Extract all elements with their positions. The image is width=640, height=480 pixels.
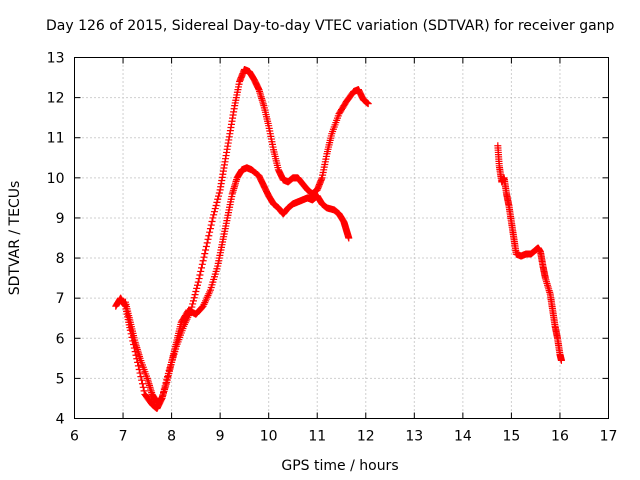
y-tick-label: 7 [56,291,65,307]
x-tick-label: 16 [551,429,569,445]
y-tick-label: 13 [47,51,65,67]
data-point-marker [193,281,201,289]
data-point-marker [210,208,218,216]
data-point-marker [205,232,213,240]
data-point-marker [136,369,144,377]
x-tick-label: 6 [70,429,79,445]
data-point-marker [206,228,214,236]
data-point-marker [557,356,565,364]
data-point-marker [198,264,206,272]
data-point-marker [197,267,205,275]
data-point-marker [202,246,210,254]
data-point-marker [207,221,215,229]
data-point-marker [192,287,200,295]
x-tick-label: 7 [119,429,128,445]
y-tick-label: 10 [47,171,65,187]
data-point-marker [139,383,147,391]
x-tick-label: 8 [167,429,176,445]
data-point-marker [140,387,148,395]
data-point-marker [191,291,199,299]
data-point-marker [206,225,214,233]
data-point-marker [212,201,220,209]
data-points [112,66,565,412]
y-tick-label: 6 [56,331,65,347]
y-tick-label: 9 [56,211,65,227]
data-point-marker [201,250,209,258]
data-point-marker [138,376,146,384]
x-tick-label: 10 [260,429,278,445]
data-point-marker [134,362,142,370]
data-point-marker [189,297,197,305]
data-point-marker [213,198,221,206]
data-point-marker [209,214,217,222]
data-point-marker [190,294,198,302]
data-point-marker [215,192,223,200]
data-point-marker [215,189,223,197]
x-tick-label: 14 [454,429,472,445]
data-point-marker [211,205,219,213]
data-point-marker [364,100,372,108]
data-point-marker [199,257,207,265]
data-point-marker [196,271,204,279]
x-tick-label: 13 [405,429,423,445]
x-axis-label: GPS time / hours [281,458,398,474]
series-track-late [494,142,565,364]
x-tick-label: 12 [357,429,375,445]
y-tick-label: 12 [47,91,65,107]
data-point-marker [204,235,212,243]
data-point-marker [208,218,216,226]
data-point-marker [210,211,218,219]
x-tick-label: 9 [216,429,225,445]
y-tick-label: 4 [56,412,65,428]
tick-labels: 6 7 8 9 10 11 12 13 14 15 16 17 4 5 6 7 8 9 10 11 12 13 [47,51,618,445]
data-point-marker [202,242,210,250]
data-point-marker [198,260,206,268]
data-point-marker [189,300,197,308]
chart-title: Day 126 of 2015, Sidereal Day-to-day VTE… [46,18,615,34]
series-track-lower [121,164,353,406]
data-point-marker [214,195,222,203]
x-tick-label: 15 [502,429,520,445]
data-point-marker [345,234,353,242]
series-track-upper [112,66,372,412]
data-point-marker [203,239,211,247]
data-point-marker [193,284,201,292]
data-point-marker [200,253,208,261]
y-tick-label: 5 [56,371,65,387]
data-point-marker [138,380,146,388]
plot-frame [74,57,609,419]
y-axis-label: SDTVAR / TECUs [7,181,23,296]
data-point-marker [194,278,202,286]
x-tick-label: 11 [308,429,326,445]
x-tick-label: 17 [600,429,618,445]
y-tick-label: 8 [56,251,65,267]
y-tick-label: 11 [47,131,65,147]
data-point-marker [195,275,203,283]
